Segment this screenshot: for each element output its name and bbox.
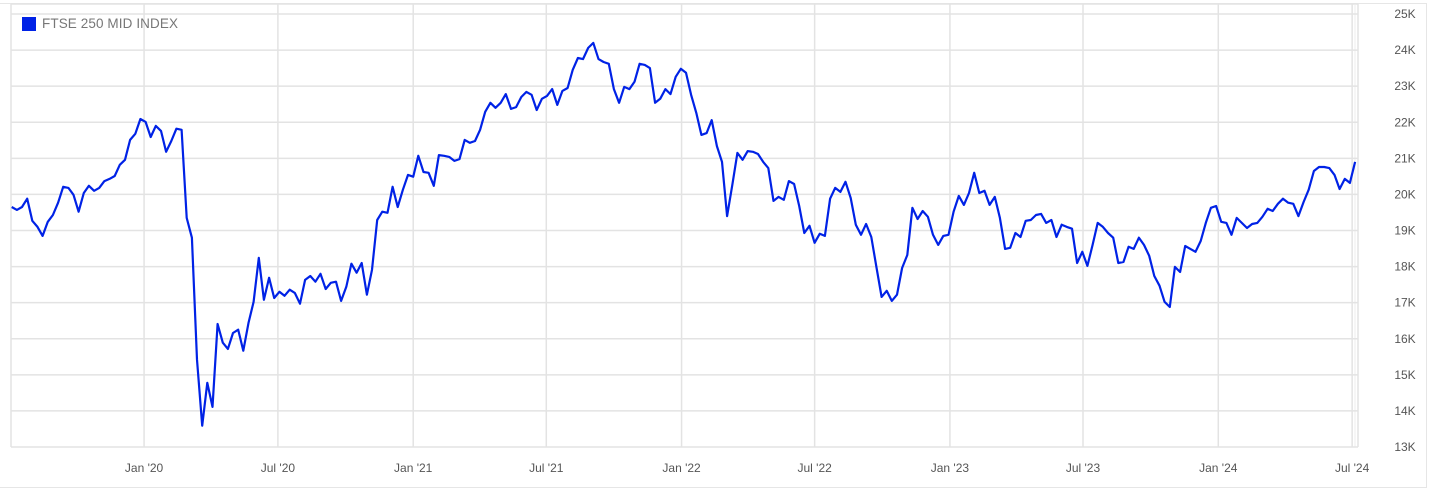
legend: FTSE 250 MID INDEX: [22, 16, 178, 31]
legend-label: FTSE 250 MID INDEX: [42, 16, 179, 31]
x-tick-label: Jul '23: [1066, 461, 1101, 475]
x-tick-label: Jan '22: [662, 461, 701, 475]
y-tick-label: 18K: [1394, 260, 1415, 274]
y-tick-label: 15K: [1394, 368, 1415, 382]
y-tick-label: 25K: [1394, 7, 1415, 21]
x-tick-label: Jul '22: [797, 461, 832, 475]
x-tick-label: Jul '20: [261, 461, 296, 475]
y-tick-label: 13K: [1394, 440, 1415, 454]
x-axis: Jan '20 Jul '20 Jan '21 Jul '21 Jan '22 Jul '…: [125, 461, 1370, 475]
x-tick-label: Jan '20: [125, 461, 164, 475]
series-line-ftse-250: [11, 41, 1357, 427]
x-tick-label: Jul '24: [1335, 461, 1370, 475]
y-tick-label: 14K: [1394, 404, 1415, 418]
y-tick-label: 22K: [1394, 115, 1415, 129]
x-tick-label: Jan '21: [394, 461, 433, 475]
y-tick-label: 20K: [1394, 187, 1415, 201]
y-tick-label: 16K: [1394, 332, 1415, 346]
y-tick-label: 23K: [1394, 79, 1415, 93]
y-tick-label: 24K: [1394, 43, 1415, 57]
y-tick-label: 19K: [1394, 224, 1415, 238]
y-axis: 13K 14K 15K 16K 17K 18K 19K 20K 21K 22K 23K 24K 25K: [1394, 7, 1415, 454]
y-tick-label: 21K: [1394, 151, 1415, 165]
x-tick-label: Jul '21: [529, 461, 564, 475]
y-tick-label: 17K: [1394, 296, 1415, 310]
x-tick-label: Jan '24: [1199, 461, 1238, 475]
series-lines: [11, 41, 1357, 427]
legend-swatch: [22, 16, 36, 31]
x-tick-label: Jan '23: [931, 461, 970, 475]
